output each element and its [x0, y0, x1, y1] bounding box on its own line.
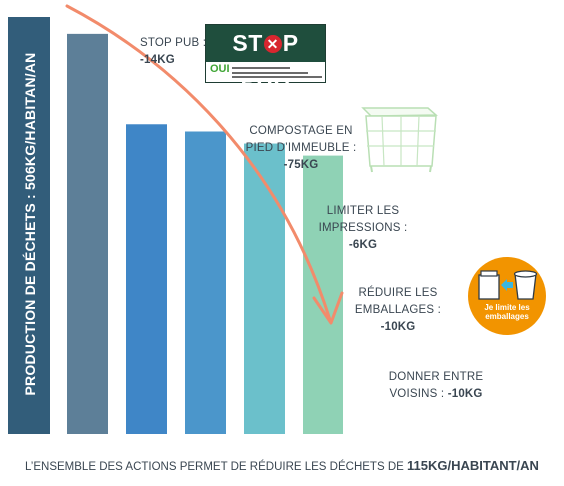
- stop-pub-logo-title: ST ✕ P PUB: [206, 25, 325, 93]
- compost-bin-icon: [361, 107, 438, 173]
- arrow-head: [312, 291, 344, 325]
- annotation-emballages: RÉDUIRE LES EMBALLAGES : -10KG: [348, 285, 448, 336]
- arrow-line: [65, 4, 332, 322]
- bar-4: [185, 131, 226, 435]
- annotation-emballages-label: RÉDUIRE LES EMBALLAGES :: [354, 287, 442, 316]
- stop-pub-logo: ST ✕ P PUB OUI: [205, 24, 326, 93]
- bars-group: [8, 17, 343, 435]
- annotation-impressions-value: -6KG: [348, 239, 378, 251]
- annotation-stop-pub-label: STOP PUB :: [140, 37, 207, 49]
- annotation-voisins-label: DONNER ENTRE VOISINS :: [388, 371, 484, 400]
- reduction-arrow: [65, 4, 344, 325]
- bar-3: [126, 124, 167, 435]
- annotation-impressions: LIMITER LES IMPRESSIONS : -6KG: [313, 203, 413, 254]
- stop-pub-text-line: [232, 67, 290, 69]
- annotation-compostage: COMPOSTAGE EN PIED D’IMMEUBLE : -75KG: [236, 123, 366, 174]
- emballages-badge: Je limite les emballages: [468, 257, 546, 335]
- annotation-impressions-label: LIMITER LES IMPRESSIONS :: [318, 205, 408, 234]
- annotation-stop-pub-value: -14KG: [140, 54, 175, 66]
- bar-5: [244, 143, 285, 434]
- annotation-compostage-label: COMPOSTAGE EN PIED D’IMMEUBLE :: [245, 125, 357, 154]
- annotation-voisins-value: -10KG: [447, 388, 483, 400]
- y-axis-label: PRODUCTION DE DÉCHETS : 506KG/HABITAN/AN: [22, 52, 38, 396]
- caption-text: L’ENSEMBLE DES ACTIONS PERMET DE RÉDUIRE…: [25, 461, 407, 473]
- bar-2: [67, 33, 108, 434]
- bar-1: [8, 17, 50, 434]
- caption-emphasis: 115KG/HABITANT/AN: [406, 458, 539, 473]
- annotation-voisins: DONNER ENTRE VOISINS : -10KG: [380, 369, 492, 403]
- packaging-icon: [478, 270, 538, 300]
- stop-pub-text-line: [232, 76, 322, 78]
- annotation-emballages-value: -10KG: [380, 321, 416, 333]
- emballages-badge-text: Je limite les emballages: [484, 303, 530, 321]
- annotation-compostage-value: -75KG: [283, 159, 319, 171]
- annotation-stop-pub: STOP PUB : -14KG: [140, 35, 206, 69]
- stop-pub-text-line: [232, 72, 308, 74]
- stop-pub-logo-oui: OUI: [210, 63, 230, 75]
- chart-caption: L’ENSEMBLE DES ACTIONS PERMET DE RÉDUIRE…: [0, 458, 564, 473]
